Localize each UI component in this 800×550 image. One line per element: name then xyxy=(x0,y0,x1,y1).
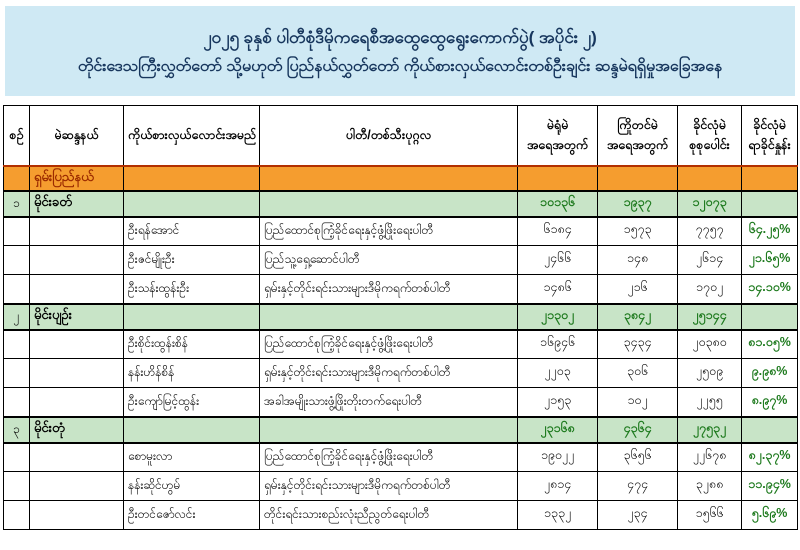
candidate-row: ဦးတင်ဇော်လင်း တိုင်းရင်းသားစည်းလုံးညီညွတ… xyxy=(3,500,798,530)
candidate-row: ဦးရန်အောင် ပြည်ထောင်စုကြံ့ခိုင်ရေးနှင့်ဖ… xyxy=(3,216,798,246)
col-header-constituency: မဲဆန္ဒနယ် xyxy=(29,105,124,166)
total-advance-votes: ၃၈၄၂ xyxy=(597,302,678,331)
township-name: မိုင်းတုံ xyxy=(29,415,124,444)
valid-percent: ၈၁.၀၅% xyxy=(741,329,798,359)
candidate-party: ပြည်သူ့ရှေ့ဆောင်ပါတီ xyxy=(259,245,518,275)
results-table: စဉ် မဲဆန္ဒနယ် ကိုယ်စားလှယ်လောင်းအမည် ပါတ… xyxy=(3,105,798,530)
advance-votes: ၃၄၃၄ xyxy=(597,329,678,359)
section-serial: ၃ xyxy=(3,415,30,444)
polling-votes: ၁၃၃၂ xyxy=(517,500,598,530)
candidate-row: ဦးကျော်မြင့်ထွန်း အခါအမျိုးသားဖွံ့ဖြိုးတ… xyxy=(3,387,798,417)
valid-percent: ၅.၆၉% xyxy=(741,500,798,530)
state-header-row: ရှမ်းပြည်နယ် xyxy=(3,164,798,191)
advance-votes: ၃၀၆ xyxy=(597,358,678,388)
candidate-party: ပြည်ထောင်စုကြံ့ခိုင်ရေးနှင့်ဖွံ့ဖြိုးရေး… xyxy=(259,442,518,472)
valid-votes: ၂၀၃၈၀ xyxy=(677,329,742,359)
col-header-valid-percent: ခိုင်လုံမဲ ရာခိုင်နှုန်း xyxy=(741,105,798,166)
advance-votes: ၁၀၂ xyxy=(597,387,678,417)
candidate-party: အခါအမျိုးသားဖွံ့ဖြိုးတိုးတက်ရေးပါတီ xyxy=(259,387,518,417)
valid-votes: ၇၇၅၇ xyxy=(677,216,742,246)
valid-votes: ၂၆၁၄ xyxy=(677,245,742,275)
valid-percent: ၁၁.၉၄% xyxy=(741,471,798,501)
cell-empty xyxy=(3,164,30,191)
advance-votes: ၂၃၄ xyxy=(597,500,678,530)
valid-votes: ၁၅၆၆ xyxy=(677,500,742,530)
polling-votes: ၂၁၅၃ xyxy=(517,387,598,417)
polling-votes: ၁၉၀၂၂ xyxy=(517,442,598,472)
report-title-line2: တိုင်းဒေသကြီးလွှတ်တော် သို့မဟုတ် ပြည်နယ်… xyxy=(77,58,723,76)
candidate-name: နန်းဆိုင်ဟွမ် xyxy=(123,471,260,501)
candidate-name: နန်းဟိန်စိန် xyxy=(123,358,260,388)
total-valid-votes: ၂၇၅၃၂ xyxy=(677,415,742,444)
candidate-party: တိုင်းရင်းသားစည်းလုံးညီညွတ်ရေးပါတီ xyxy=(259,500,518,530)
advance-votes: ၂၁၆ xyxy=(597,274,678,304)
polling-votes: ၁၆၉၄၆ xyxy=(517,329,598,359)
total-advance-votes: ၄၃၆၄ xyxy=(597,415,678,444)
candidate-name: ဦးသန်းထွန်းဦး xyxy=(123,274,260,304)
candidate-party: ပြည်ထောင်စုကြံ့ခိုင်ရေးနှင့်ဖွံ့ဖြိုးရေး… xyxy=(259,216,518,246)
candidate-row: စောမူးလာ ပြည်ထောင်စုကြံ့ခိုင်ရေးနှင့်ဖွံ… xyxy=(3,442,798,472)
table-header-row: စဉ် မဲဆန္ဒနယ် ကိုယ်စားလှယ်လောင်းအမည် ပါတ… xyxy=(3,105,798,166)
polling-votes: ၁၄၈၆ xyxy=(517,274,598,304)
section-row: ၂ မိုင်းပျဉ်း ၂၁၃၀၂ ၃၈၄၂ ၂၅၁၄၄ xyxy=(3,302,798,331)
section-row: ၁ မိုင်းခတ် ၁၀၁၃၆ ၁၉၃၇ ၁၂၀၇၃ xyxy=(3,189,798,218)
valid-percent: ၆၄.၂၅% xyxy=(741,216,798,246)
candidate-party: ပြည်ထောင်စုကြံ့ခိုင်ရေးနှင့်ဖွံ့ဖြိုးရေး… xyxy=(259,329,518,359)
col-header-party: ပါတီ/တစ်သီးပုဂ္ဂလ xyxy=(259,105,518,166)
col-header-serial: စဉ် xyxy=(3,105,30,166)
total-polling-votes: ၂၁၃၀၂ xyxy=(517,302,598,331)
col-header-polling-votes: မဲရုံမဲ အရေအတွက် xyxy=(517,105,598,166)
valid-votes: ၂၂၆၇၈ xyxy=(677,442,742,472)
candidate-name: ဦးတင်ဇော်လင်း xyxy=(123,500,260,530)
valid-votes: ၂၂၅၅ xyxy=(677,387,742,417)
polling-votes: ၂၈၁၄ xyxy=(517,471,598,501)
candidate-name: စောမူးလာ xyxy=(123,442,260,472)
valid-percent: ၁၄.၁၀% xyxy=(741,274,798,304)
candidate-row: ဦးစိုင်းထွန်းစိန် ပြည်ထောင်စုကြံ့ခိုင်ရေ… xyxy=(3,329,798,359)
valid-percent: ၈.၉၇% xyxy=(741,387,798,417)
candidate-row: ဦးသန်းထွန်းဦး ရှမ်းနှင့်တိုင်းရင်းသားမျာ… xyxy=(3,274,798,304)
section-serial: ၁ xyxy=(3,189,30,218)
total-polling-votes: ၁၀၁၃၆ xyxy=(517,189,598,218)
advance-votes: ၁၄၈ xyxy=(597,245,678,275)
advance-votes: ၁၅၇၃ xyxy=(597,216,678,246)
candidate-party: ရှမ်းနှင့်တိုင်းရင်းသားများဒီမိုကရက်တစ်ပ… xyxy=(259,358,518,388)
valid-votes: ၃၂၈၈ xyxy=(677,471,742,501)
candidate-row: နန်းဆိုင်ဟွမ် ရှမ်းနှင့်တိုင်းရင်းသားမျာ… xyxy=(3,471,798,501)
state-name: ရှမ်းပြည်နယ် xyxy=(29,164,124,191)
advance-votes: ၄၇၄ xyxy=(597,471,678,501)
advance-votes: ၃၆၅၆ xyxy=(597,442,678,472)
section-row: ၃ မိုင်းတုံ ၂၃၁၆၈ ၄၃၆၄ ၂၇၅၃၂ xyxy=(3,415,798,444)
valid-percent: ၈၂.၃၇% xyxy=(741,442,798,472)
valid-votes: ၂၅၀၉ xyxy=(677,358,742,388)
report-title-line1: ၂၀၂၅ ခုနှစ် ပါတီစုံဒီမိုကရေစီအထွေထွေရွေး… xyxy=(203,28,597,48)
candidate-name: ဦးစိုင်းထွန်းစိန် xyxy=(123,329,260,359)
total-polling-votes: ၂၃၁၆၈ xyxy=(517,415,598,444)
candidate-party: ရှမ်းနှင့်တိုင်းရင်းသားများဒီမိုကရက်တစ်ပ… xyxy=(259,471,518,501)
valid-votes: ၁၇၀၂ xyxy=(677,274,742,304)
polling-votes: ၆၁၈၄ xyxy=(517,216,598,246)
col-header-advance-votes: ကြိုတင်မဲ အရေအတွက် xyxy=(597,105,678,166)
candidate-name: ဦးဇင်မျိုးဦး xyxy=(123,245,260,275)
polling-votes: ၂၂၀၃ xyxy=(517,358,598,388)
candidate-party: ရှမ်းနှင့်တိုင်းရင်းသားများဒီမိုကရက်တစ်ပ… xyxy=(259,274,518,304)
valid-percent: ၂၁.၆၅% xyxy=(741,245,798,275)
valid-percent: ၉.၉၈% xyxy=(741,358,798,388)
section-serial: ၂ xyxy=(3,302,30,331)
col-header-valid-total: ခိုင်လုံမဲ စုစုပေါင်း xyxy=(677,105,742,166)
candidate-name: ဦးကျော်မြင့်ထွန်း xyxy=(123,387,260,417)
polling-votes: ၂၄၆၆ xyxy=(517,245,598,275)
candidate-row: ဦးဇင်မျိုးဦး ပြည်သူ့ရှေ့ဆောင်ပါတီ ၂၄၆၆ ၁… xyxy=(3,245,798,275)
township-name: မိုင်းခတ် xyxy=(29,189,124,218)
report-title-banner: ၂၀၂၅ ခုနှစ် ပါတီစုံဒီမိုကရေစီအထွေထွေရွေး… xyxy=(5,6,795,96)
township-name: မိုင်းပျဉ်း xyxy=(29,302,124,331)
total-valid-votes: ၂၅၁၄၄ xyxy=(677,302,742,331)
col-header-candidate-name: ကိုယ်စားလှယ်လောင်းအမည် xyxy=(123,105,260,166)
total-advance-votes: ၁၉၃၇ xyxy=(597,189,678,218)
candidate-name: ဦးရန်အောင် xyxy=(123,216,260,246)
total-valid-votes: ၁၂၀၇၃ xyxy=(677,189,742,218)
candidate-row: နန်းဟိန်စိန် ရှမ်းနှင့်တိုင်းရင်းသားများ… xyxy=(3,358,798,388)
